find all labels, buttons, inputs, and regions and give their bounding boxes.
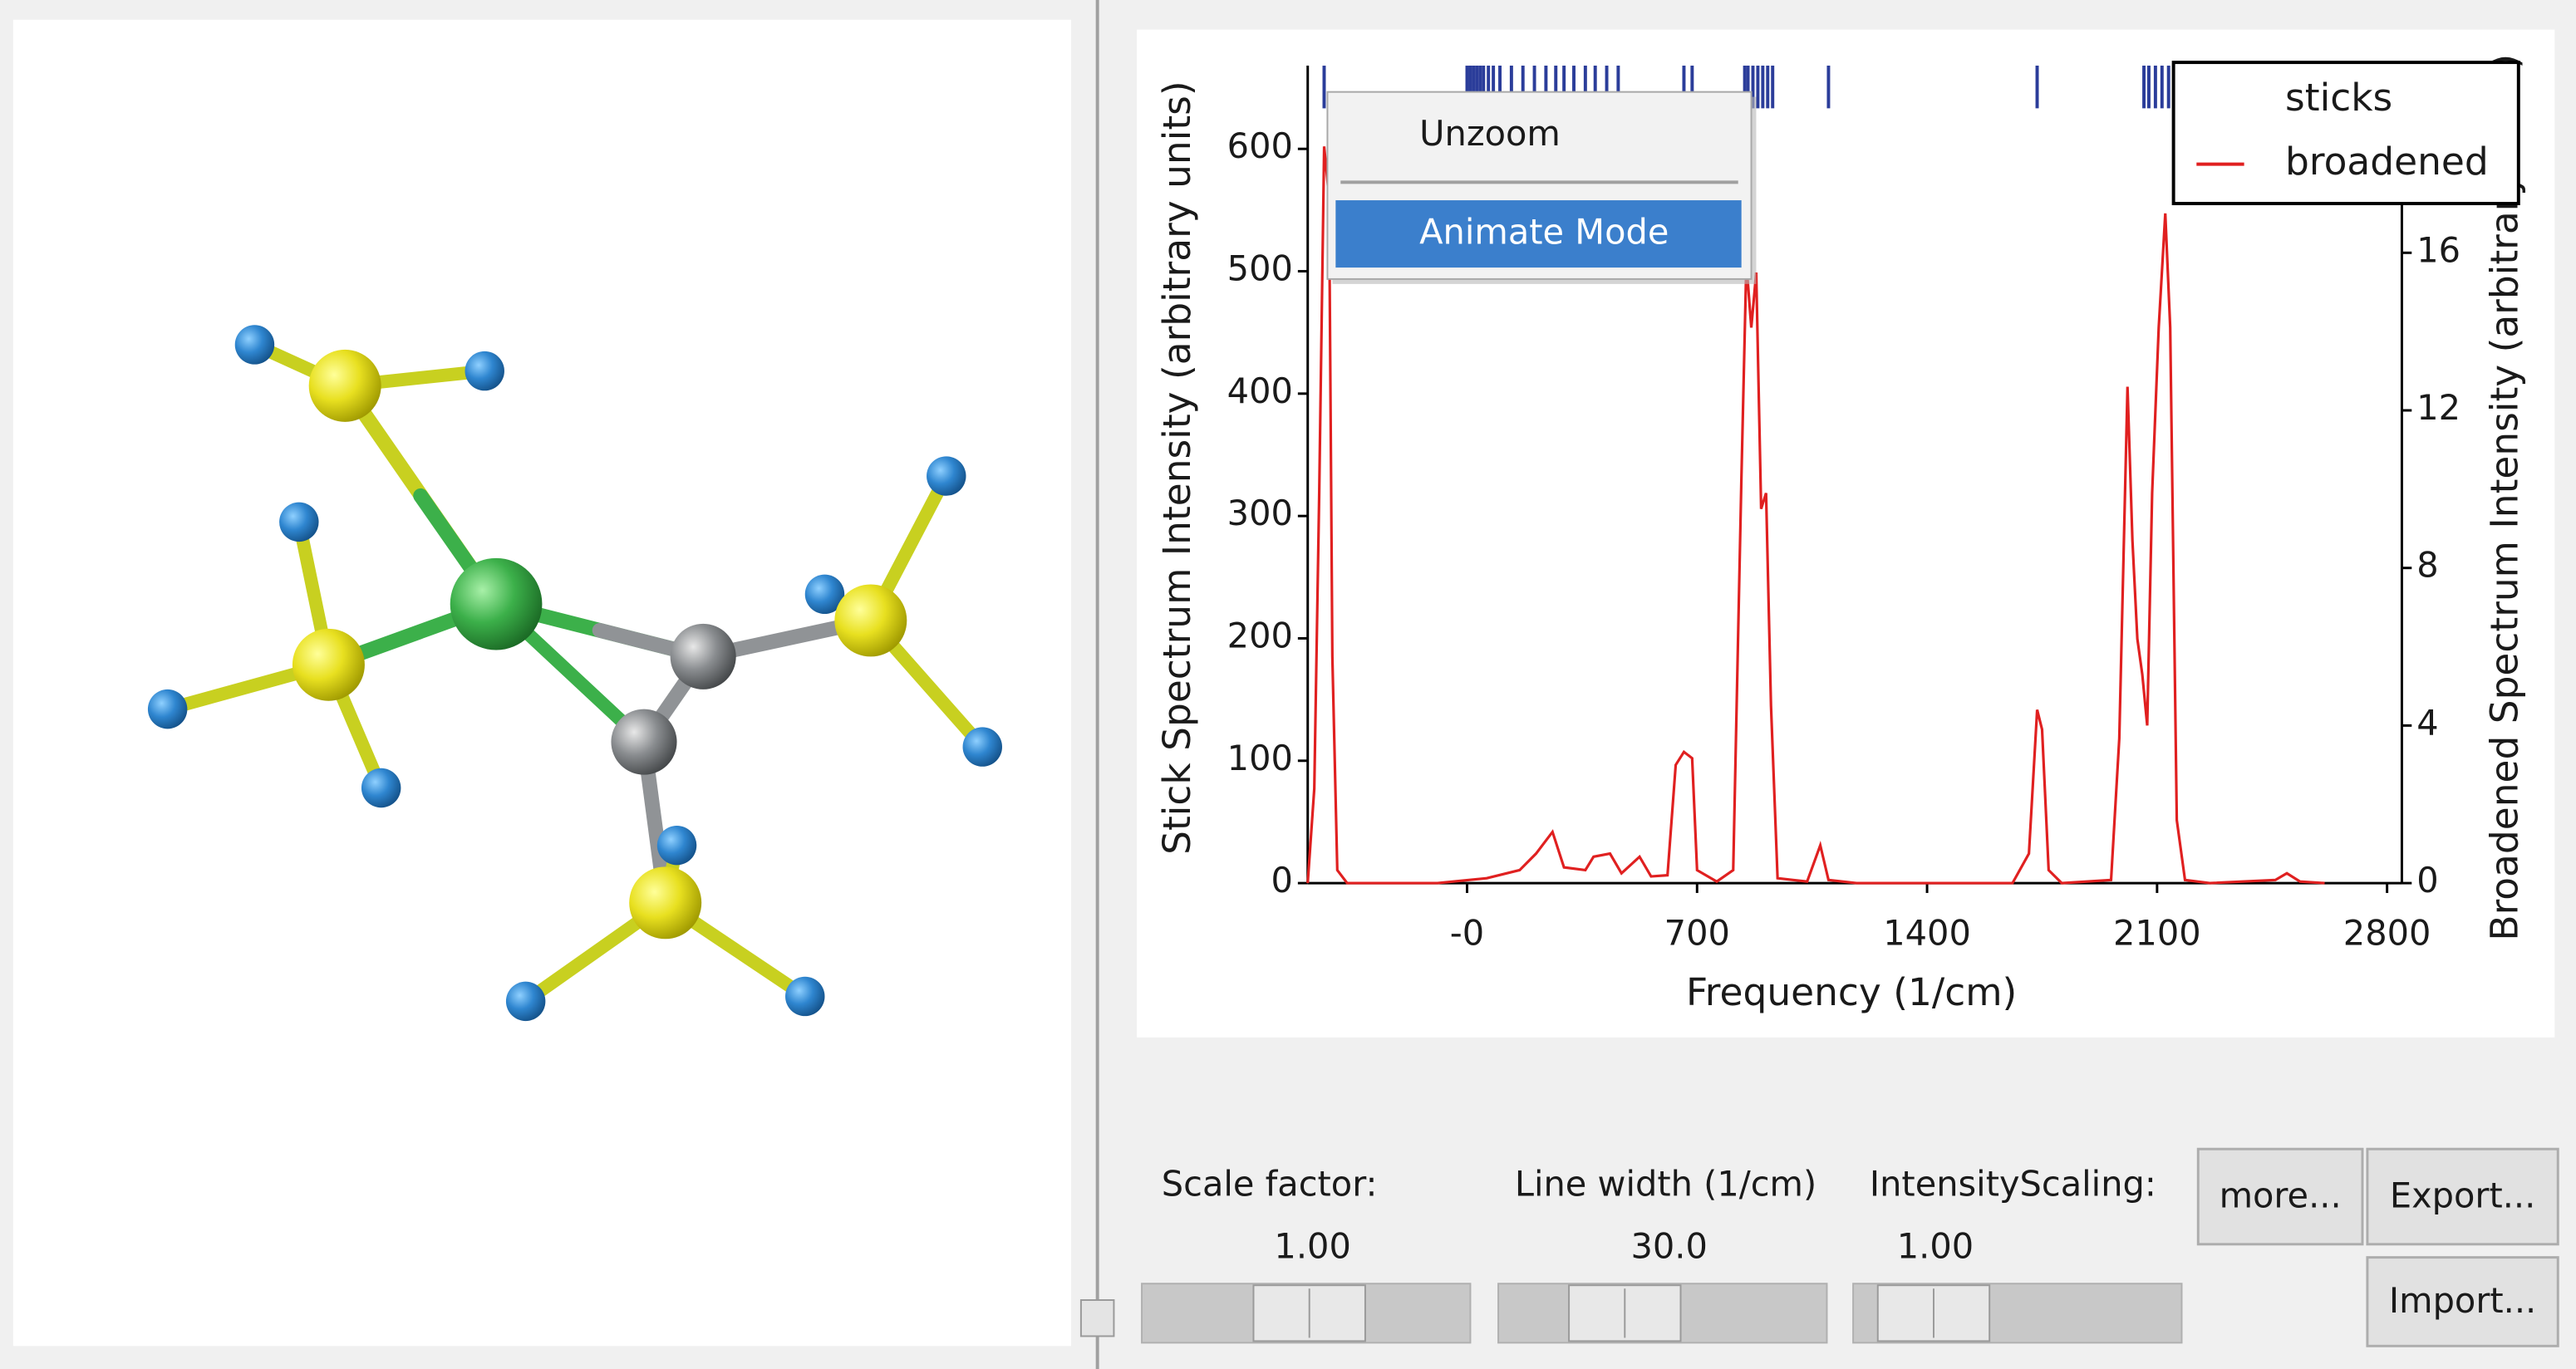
y-tick-label: 500	[1227, 248, 1293, 289]
y2-tick-label: 8	[2416, 545, 2438, 586]
x-tick-label: 2800	[2343, 912, 2431, 953]
button-label[interactable]: more...	[2220, 1175, 2342, 1216]
spectrum-line	[1306, 146, 2325, 885]
legend-label: sticks	[2285, 76, 2392, 120]
button[interactable]	[2366, 1256, 2559, 1347]
molecule-panel[interactable]	[12, 19, 1072, 1347]
control-label: Line width (1/cm)	[1515, 1164, 1816, 1205]
control-value: 30.0	[1630, 1226, 1707, 1267]
button[interactable]	[2196, 1147, 2364, 1246]
control-label: IntensityScaling:	[1870, 1164, 2156, 1205]
menu-item[interactable]: Unzoom	[1419, 113, 1561, 154]
legend-label: broadened	[2285, 140, 2489, 184]
x-tick-label: 700	[1664, 912, 1730, 953]
y2-tick-label: 4	[2416, 702, 2438, 743]
y-tick-label: 400	[1227, 370, 1293, 411]
menu-highlight	[1335, 200, 1742, 268]
legend-box	[2171, 61, 2520, 206]
x-axis-title: Frequency (1/cm)	[1686, 970, 2017, 1014]
y2-tick-label: 16	[2416, 229, 2460, 270]
context-menu: Unzoom Animate Mode	[1326, 91, 1757, 284]
y-tick-label: 0	[1271, 860, 1293, 900]
splitter-handle[interactable]	[1079, 1299, 1115, 1337]
control-label: Scale factor:	[1162, 1164, 1378, 1205]
y-tick-label: 600	[1227, 125, 1293, 166]
menu-item[interactable]: Animate Mode	[1419, 212, 1669, 253]
control-value: 1.00	[1897, 1226, 1974, 1267]
controls: Scale factor: 1.00 Line width (1/cm) 30.0 In…	[1141, 1147, 2559, 1347]
button[interactable]	[2366, 1147, 2559, 1246]
control-value: 1.00	[1274, 1226, 1350, 1267]
molecule	[147, 325, 1002, 1022]
legend: sticks broadened	[2171, 61, 2520, 206]
y-tick-label: 200	[1227, 615, 1293, 655]
y2-tick-label: 0	[2416, 860, 2438, 900]
button-label[interactable]: Import...	[2389, 1280, 2536, 1321]
x-tick-label: -0	[1450, 912, 1484, 953]
y-axis-title: Stick Spectrum Intensity (arbitrary unit…	[1155, 81, 1199, 854]
y-tick-label: 100	[1227, 738, 1293, 778]
y2-tick-label: 12	[2416, 387, 2460, 428]
button-label[interactable]: Export...	[2390, 1175, 2535, 1216]
x-tick-label: 1400	[1883, 912, 1971, 953]
y-tick-label: 300	[1227, 493, 1293, 533]
x-tick-label: 2100	[2113, 912, 2201, 953]
